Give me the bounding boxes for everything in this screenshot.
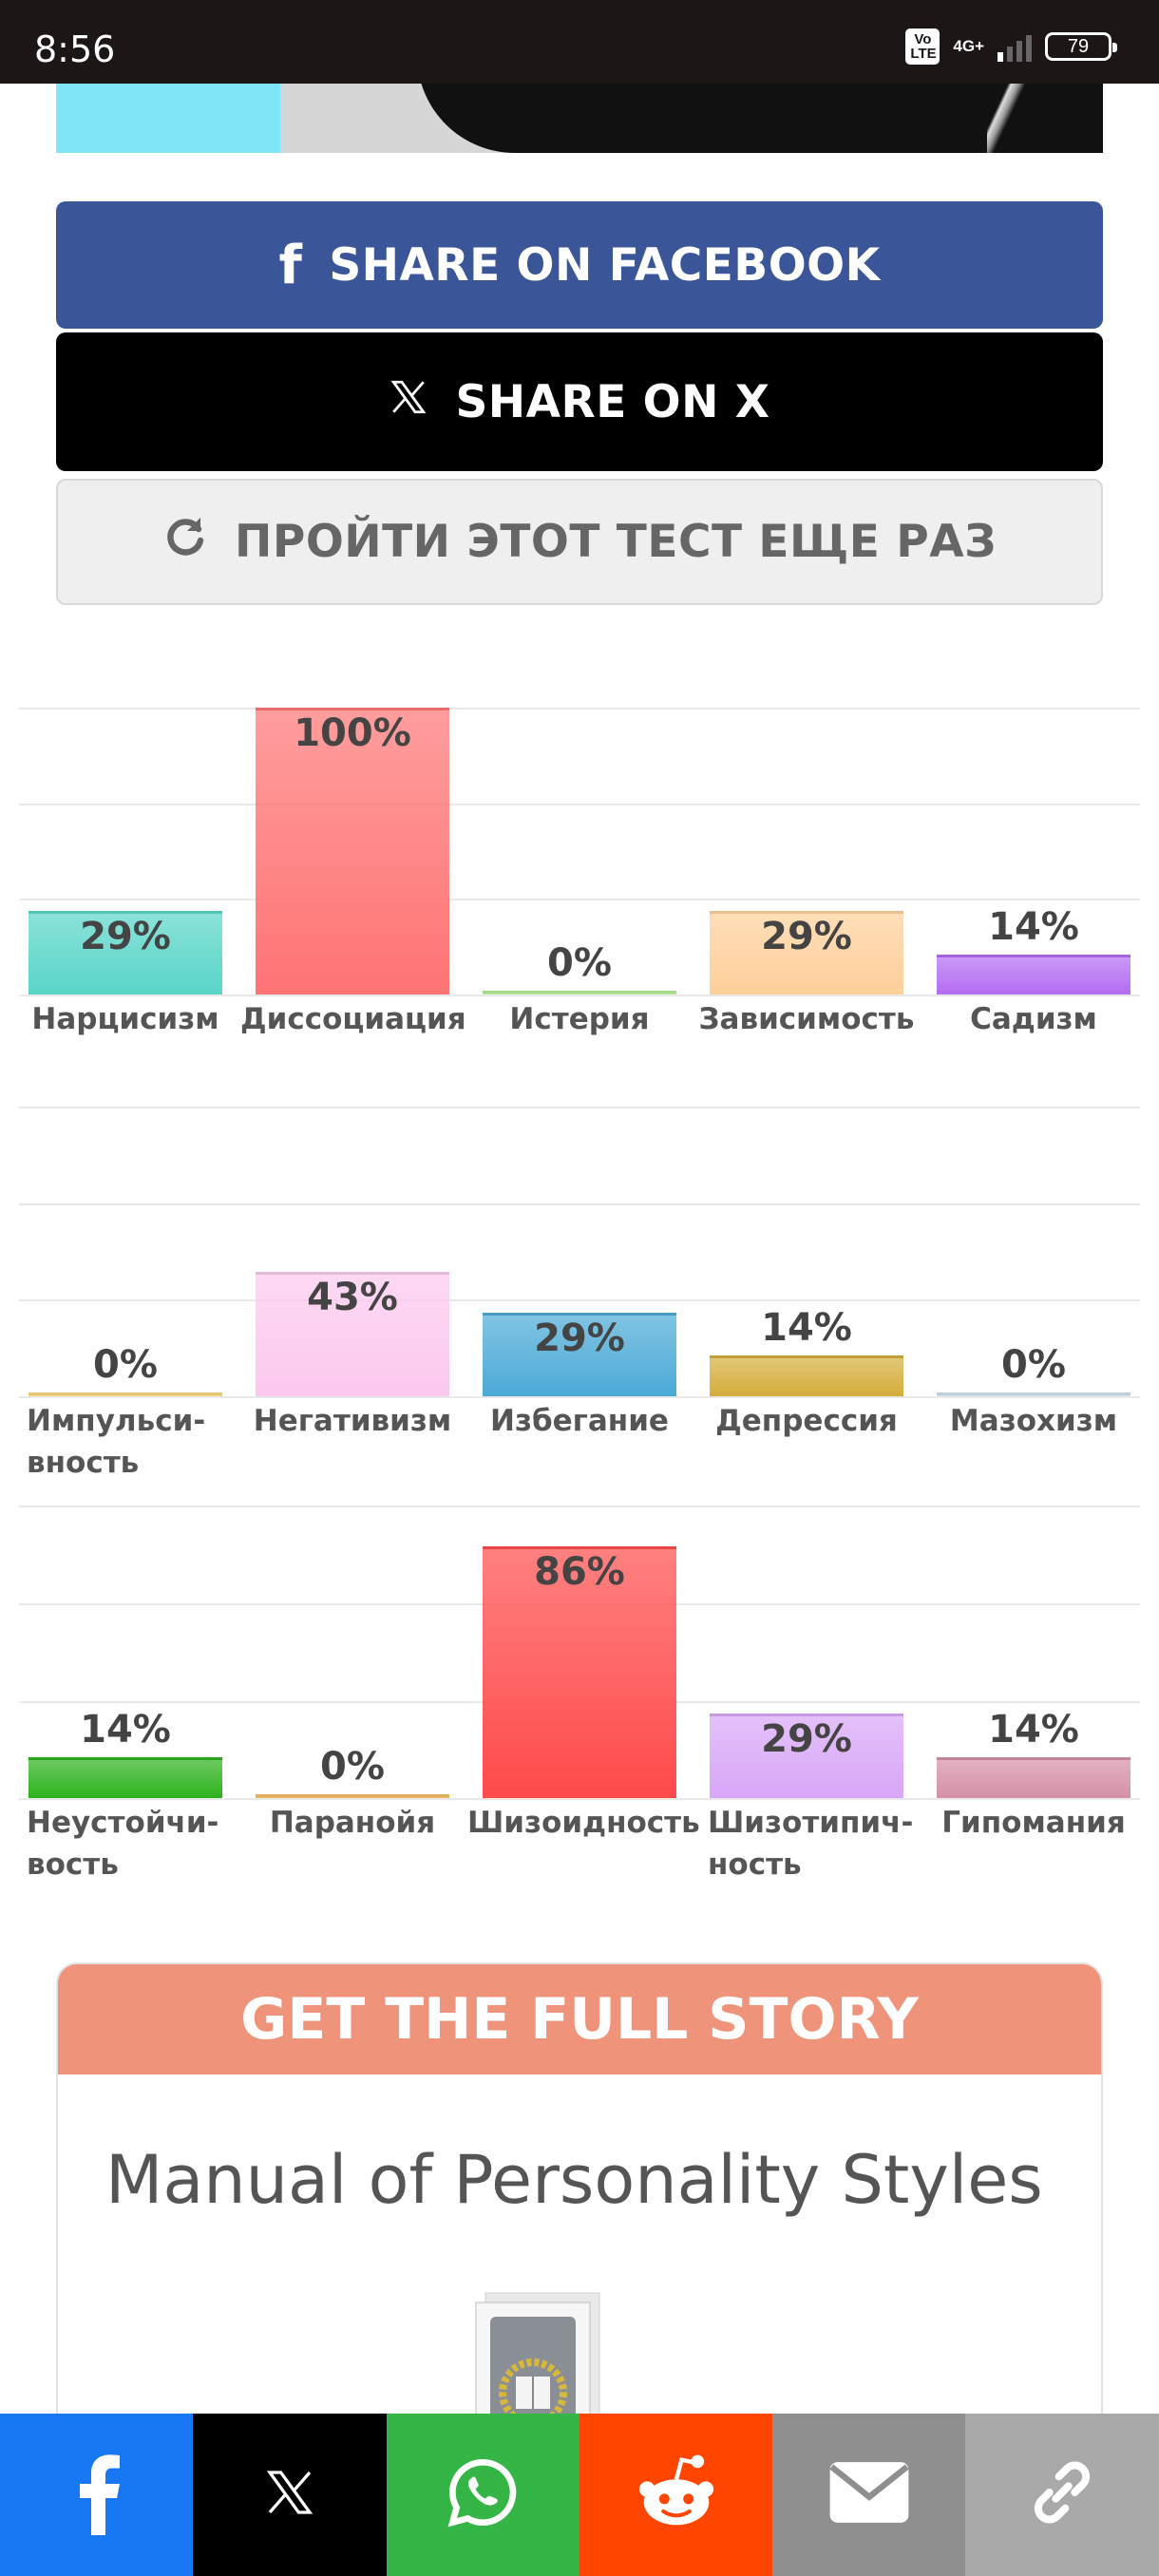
category-label: Негативизм xyxy=(253,1404,452,1438)
bar-value-label: 0% xyxy=(1001,1343,1066,1387)
category-label: Шизотипич- ность xyxy=(708,1806,914,1882)
personality-chart-2: 0% Импульси- вность 43% Негативизм 29% Избега… xyxy=(19,1107,1140,1487)
bar-value-label: 0% xyxy=(547,941,612,985)
share-facebook-label: SHARE ON FACEBOOK xyxy=(329,238,881,292)
category-label: Шизоидность xyxy=(467,1806,700,1840)
bar-value-label: 0% xyxy=(93,1343,158,1387)
gridline xyxy=(19,804,1140,805)
bottom-share-bar xyxy=(0,2414,1159,2576)
bar-диссоциация xyxy=(256,708,449,994)
bottom-whatsapp-button[interactable] xyxy=(386,2414,580,2576)
full-story-header: GET THE FULL STORY xyxy=(58,1964,1101,2074)
category-label: Депрессия xyxy=(715,1404,898,1438)
share-facebook-button[interactable]: f SHARE ON FACEBOOK xyxy=(56,201,1103,329)
bar-value-label: 86% xyxy=(534,1550,625,1594)
bar-value-label: 29% xyxy=(80,915,171,958)
category-label: Избегание xyxy=(490,1404,669,1438)
bar-value-label: 14% xyxy=(988,1708,1079,1752)
bar-value-label: 29% xyxy=(534,1316,625,1360)
category-label: Импульси- вность xyxy=(27,1404,206,1480)
network-type: 4G+ xyxy=(953,37,984,55)
bar-избегание xyxy=(483,1313,676,1396)
category-label: Диссоциация xyxy=(240,1002,466,1036)
bar-нарцисизм xyxy=(28,911,222,994)
category-label: Истерия xyxy=(509,1002,650,1036)
bar-негативизм xyxy=(256,1272,449,1396)
volte-icon: Vo LTE xyxy=(905,28,940,65)
bottom-x-button[interactable] xyxy=(193,2414,387,2576)
bar-гипомания xyxy=(937,1757,1130,1798)
bar-value-label: 14% xyxy=(80,1708,171,1752)
facebook-icon: f xyxy=(278,234,303,296)
bottom-email-button[interactable] xyxy=(772,2414,966,2576)
status-icons: Vo LTE 4G+ 79 xyxy=(905,28,1117,65)
mail-icon xyxy=(826,2459,912,2530)
battery-icon: 79 xyxy=(1045,32,1117,61)
category-label: Гипомания xyxy=(941,1806,1126,1840)
facebook-icon xyxy=(68,2450,125,2540)
gridline xyxy=(19,1203,1140,1205)
bar-паранойя xyxy=(256,1794,449,1798)
bar-value-label: 43% xyxy=(307,1276,398,1319)
bar-value-label: 14% xyxy=(761,1306,852,1350)
whatsapp-icon xyxy=(445,2454,521,2535)
bar-зависимость xyxy=(710,911,903,994)
bar-депрессия xyxy=(710,1355,903,1396)
category-label: Паранойя xyxy=(269,1806,436,1840)
bar-value-label: 100% xyxy=(294,711,411,755)
link-icon xyxy=(1024,2454,1100,2535)
retake-test-button[interactable]: ПРОЙТИ ЭТОТ ТЕСТ ЕЩЕ РАЗ xyxy=(56,479,1103,605)
status-bar: 8:56 Vo LTE 4G+ 79 xyxy=(0,0,1159,84)
bar-мазохизм xyxy=(937,1392,1130,1396)
gridline xyxy=(19,708,1140,710)
category-label: Неустойчи- вость xyxy=(27,1806,219,1882)
signal-icon xyxy=(998,31,1032,62)
share-x-label: SHARE ON X xyxy=(455,375,770,428)
refresh-icon xyxy=(162,512,208,572)
reddit-icon xyxy=(631,2452,722,2538)
bar-value-label: 29% xyxy=(761,1717,852,1761)
category-label: Мазохизм xyxy=(949,1404,1118,1438)
bar-шизоидность xyxy=(483,1546,676,1798)
bar-неустойчи-вость xyxy=(28,1757,222,1798)
x-logo-icon xyxy=(389,376,428,427)
bar-садизм xyxy=(937,955,1130,994)
personality-chart-3: 14% Неустойчи- вость 0% Паранойя 86% Шизоидно… xyxy=(19,1506,1140,1904)
bar-импульси-вность xyxy=(28,1392,222,1396)
bar-шизотипич-ность xyxy=(710,1714,903,1798)
gridline xyxy=(19,1107,1140,1108)
bottom-copy-link-button[interactable] xyxy=(965,2414,1159,2576)
bar-value-label: 14% xyxy=(988,905,1079,949)
share-x-button[interactable]: SHARE ON X xyxy=(56,332,1103,471)
personality-chart-1: 29% Нарцисизм 100% Диссоциация 0% Истерия 29% З… xyxy=(19,708,1140,1059)
gridline xyxy=(19,1396,1140,1398)
bar-value-label: 0% xyxy=(320,1745,385,1789)
status-time: 8:56 xyxy=(34,28,116,70)
gridline xyxy=(19,899,1140,900)
gridline xyxy=(19,1798,1140,1800)
gridline xyxy=(19,1299,1140,1301)
retake-test-label: ПРОЙТИ ЭТОТ ТЕСТ ЕЩЕ РАЗ xyxy=(235,516,997,568)
bottom-reddit-button[interactable] xyxy=(579,2414,773,2576)
gridline xyxy=(19,994,1140,996)
category-label: Зависимость xyxy=(698,1002,915,1036)
x-logo-icon xyxy=(263,2466,316,2524)
category-label: Садизм xyxy=(970,1002,1097,1036)
result-image xyxy=(56,84,1103,153)
bar-value-label: 29% xyxy=(761,915,852,958)
book-title[interactable]: Manual of Personality Styles xyxy=(105,2141,1043,2219)
bottom-facebook-button[interactable] xyxy=(0,2414,194,2576)
gridline xyxy=(19,1506,1140,1507)
bar-истерия xyxy=(483,991,676,994)
battery-level: 79 xyxy=(1067,35,1090,57)
category-label: Нарцисизм xyxy=(31,1002,219,1036)
